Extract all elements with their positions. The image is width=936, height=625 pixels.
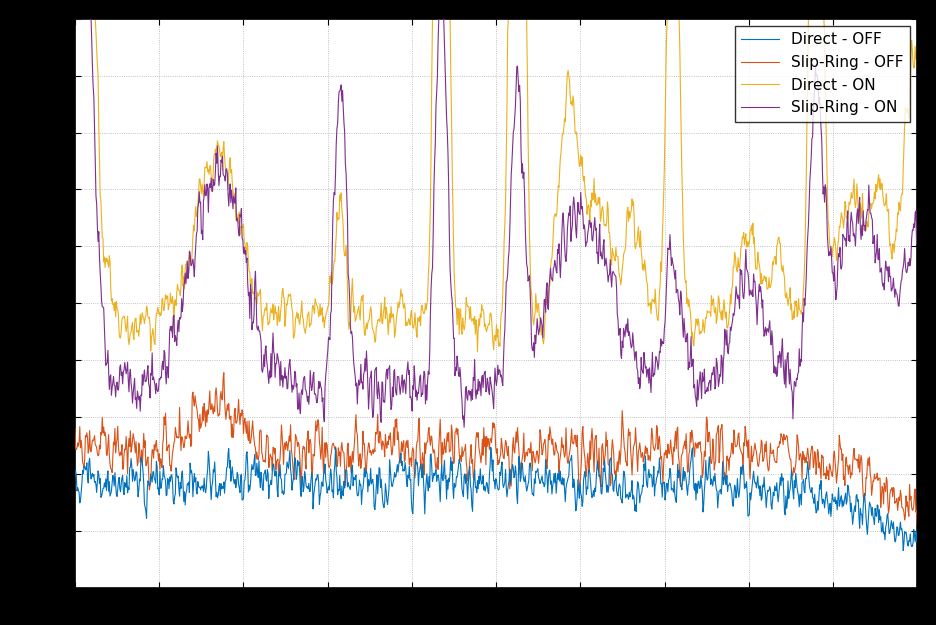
Slip-Ring - ON bbox=[459, 424, 470, 431]
Slip-Ring - ON bbox=[353, 376, 364, 384]
Direct - ON bbox=[69, 15, 80, 22]
Direct - OFF bbox=[912, 523, 923, 531]
Direct - ON bbox=[513, 15, 524, 22]
Slip-Ring - OFF bbox=[354, 454, 365, 462]
Direct - ON bbox=[530, 290, 541, 298]
Direct - OFF bbox=[898, 547, 909, 554]
Slip-Ring - ON bbox=[513, 76, 524, 84]
Line: Slip-Ring - OFF: Slip-Ring - OFF bbox=[75, 372, 917, 526]
Line: Direct - OFF: Direct - OFF bbox=[75, 448, 917, 551]
Slip-Ring - ON bbox=[530, 340, 541, 348]
Direct - ON bbox=[472, 348, 483, 356]
Direct - OFF bbox=[181, 488, 192, 496]
Slip-Ring - OFF bbox=[912, 522, 923, 529]
Slip-Ring - OFF bbox=[513, 436, 524, 444]
Direct - ON bbox=[353, 302, 364, 310]
Direct - ON bbox=[181, 261, 192, 268]
Direct - OFF bbox=[353, 489, 364, 496]
Direct - ON bbox=[212, 143, 223, 151]
Direct - OFF bbox=[513, 476, 524, 483]
Direct - ON bbox=[912, 47, 923, 54]
Direct - OFF bbox=[530, 468, 541, 475]
Direct - ON bbox=[434, 15, 446, 22]
Slip-Ring - OFF bbox=[212, 392, 223, 400]
Slip-Ring - ON bbox=[181, 271, 192, 278]
Direct - OFF bbox=[485, 444, 496, 451]
Slip-Ring - ON bbox=[434, 15, 446, 22]
Legend: Direct - OFF, Slip-Ring - OFF, Direct - ON, Slip-Ring - ON: Direct - OFF, Slip-Ring - OFF, Direct - … bbox=[735, 26, 910, 121]
Direct - OFF bbox=[212, 489, 223, 496]
Slip-Ring - OFF bbox=[530, 456, 541, 464]
Direct - OFF bbox=[69, 472, 80, 480]
Slip-Ring - OFF bbox=[69, 425, 80, 432]
Slip-Ring - ON bbox=[912, 234, 923, 242]
Slip-Ring - ON bbox=[69, 15, 80, 22]
Slip-Ring - ON bbox=[212, 159, 223, 167]
Slip-Ring - OFF bbox=[435, 441, 446, 448]
Line: Slip-Ring - ON: Slip-Ring - ON bbox=[75, 19, 917, 428]
Direct - OFF bbox=[434, 498, 446, 506]
Line: Direct - ON: Direct - ON bbox=[75, 19, 917, 352]
Slip-Ring - OFF bbox=[218, 369, 229, 376]
Slip-Ring - OFF bbox=[181, 434, 192, 442]
